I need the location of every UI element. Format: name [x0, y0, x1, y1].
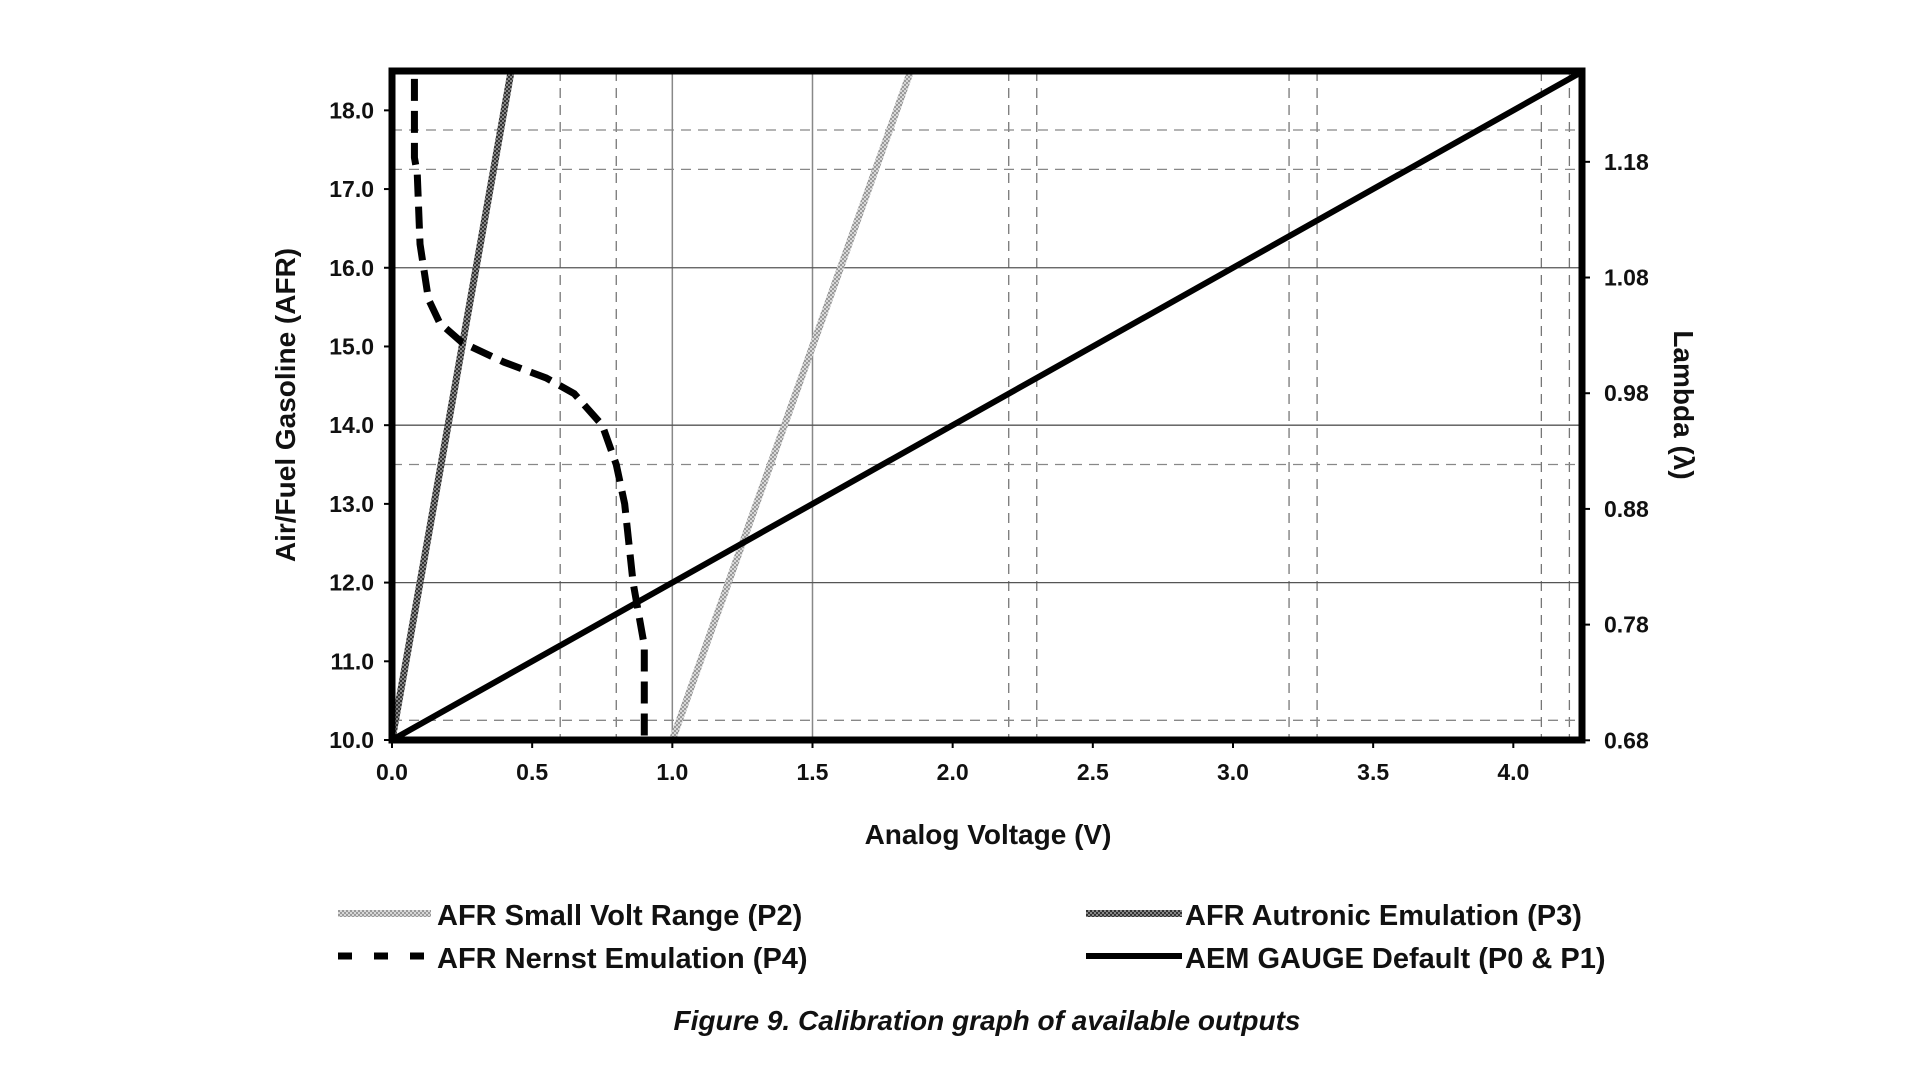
series-lines: [388, 69, 1584, 743]
figure-caption: Figure 9. Calibration graph of available…: [674, 1005, 1301, 1036]
x-tick-label: 3.0: [1217, 759, 1249, 785]
grid-lines: [392, 71, 1582, 740]
x-axis-label: Analog Voltage (V): [865, 819, 1112, 850]
y2-tick-label: 0.98: [1604, 380, 1649, 406]
legend-swatch-p3: [1086, 910, 1182, 917]
x-tick-label: 0.5: [516, 759, 548, 785]
series-line-0: [669, 69, 914, 742]
x-tick-label: 2.0: [937, 759, 969, 785]
legend-label-p4: AFR Nernst Emulation (P4): [437, 943, 808, 975]
plot-frame: [388, 67, 1586, 744]
x-tick-label: 4.0: [1497, 759, 1529, 785]
y-tick-label: 10.0: [329, 727, 374, 753]
series-line-3: [390, 69, 1584, 743]
x-tick-label: 0.0: [376, 759, 408, 785]
y-tick-label: 11.0: [331, 648, 375, 674]
axis-ticks: 0.0 0.5 1.0 1.5 2.0 2.5 3.0 3.5 4.0 10.0 11.0 12.0 1…: [329, 97, 1649, 785]
legend-label-p2: AFR Small Volt Range (P2): [437, 900, 802, 932]
y2-tick-label: 0.78: [1604, 612, 1649, 638]
y-tick-label: 16.0: [329, 255, 374, 281]
y2-tick-label: 0.68: [1604, 727, 1649, 753]
y2-axis-label: Lambda (λ): [1668, 330, 1699, 479]
x-tick-label: 3.5: [1357, 759, 1389, 785]
x-tick-label: 1.0: [656, 759, 688, 785]
series-line-2: [410, 78, 648, 740]
y2-tick-label: 0.88: [1604, 496, 1649, 522]
series-line-1: [388, 70, 515, 741]
y-tick-label: 15.0: [329, 333, 374, 359]
legend-label-p3: AFR Autronic Emulation (P3): [1185, 900, 1582, 932]
y-tick-label: 18.0: [329, 97, 374, 123]
legend-swatch-p2: [338, 910, 431, 917]
x-tick-label: 2.5: [1077, 759, 1109, 785]
legend-label-p0-p1: AEM GAUGE Default (P0 & P1): [1185, 943, 1606, 975]
legend: AFR Small Volt Range (P2) AFR Autronic E…: [338, 900, 1606, 975]
y-axis-label: Air/Fuel Gasoline (AFR): [270, 248, 301, 562]
y2-tick-label: 1.18: [1604, 149, 1649, 175]
x-tick-label: 1.5: [797, 759, 829, 785]
y-tick-label: 17.0: [329, 176, 374, 202]
y-tick-label: 14.0: [329, 412, 374, 438]
y-tick-label: 13.0: [329, 491, 374, 517]
y-tick-label: 12.0: [329, 570, 374, 596]
y2-tick-label: 1.08: [1604, 265, 1649, 291]
